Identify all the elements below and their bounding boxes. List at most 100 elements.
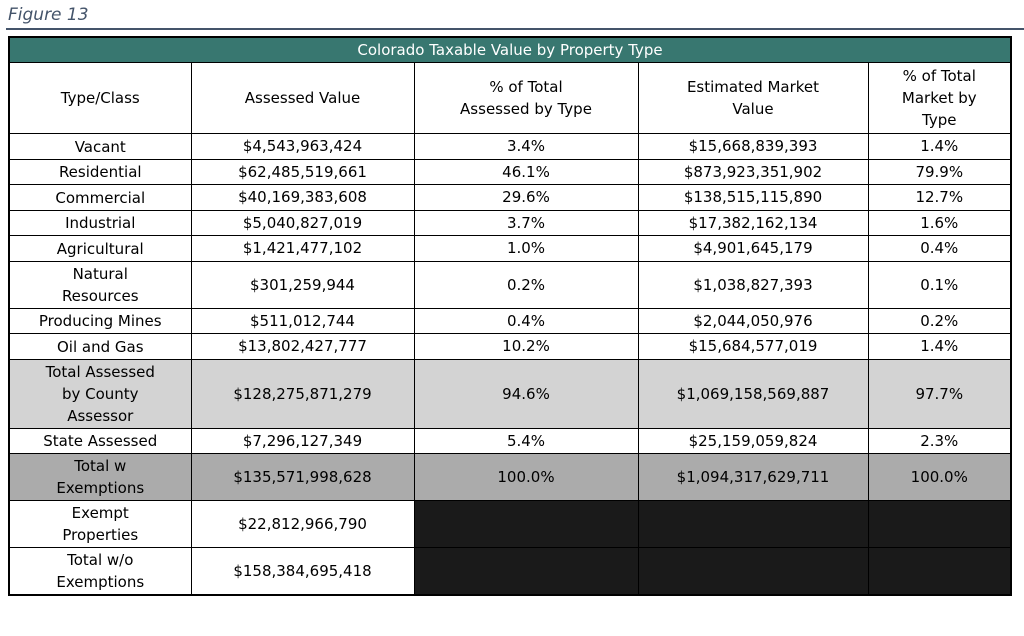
- redacted-cell: [637, 547, 869, 596]
- row-label: Total w Exemptions: [56, 457, 145, 497]
- pct-assessed-cell: 3.7%: [413, 209, 639, 236]
- column-header-assessed-value: Assessed Value: [190, 62, 415, 134]
- row-label: Oil and Gas: [56, 337, 144, 356]
- market-value-cell: $873,923,351,902: [637, 158, 869, 185]
- table-title-row: Colorado Taxable Value by Property Type: [8, 36, 1012, 63]
- pct-assessed-cell: 94.6%: [413, 358, 639, 429]
- pct-assessed-cell: 1.0%: [413, 235, 639, 262]
- redacted-cell: [867, 500, 1012, 548]
- column-header-type-class: Type/Class: [8, 62, 192, 134]
- assessed-value-cell: $13,802,427,777: [190, 333, 415, 360]
- row-label-cell: Natural Resources: [8, 260, 192, 309]
- table-title: Colorado Taxable Value by Property Type: [8, 36, 1012, 63]
- row-label: Residential: [58, 163, 142, 181]
- row-label-cell: Agricultural: [8, 235, 192, 262]
- redacted-cell: [637, 500, 869, 548]
- pct-assessed-cell: 5.4%: [413, 427, 639, 454]
- redacted-cell: [867, 547, 1012, 596]
- row-label-cell: Exempt Properties: [8, 500, 192, 548]
- table-row: Commercial $40,169,383,608 29.6% $138,515,1…: [8, 184, 1012, 211]
- redacted-cell: [413, 500, 639, 548]
- market-value-cell: $25,159,059,824: [637, 427, 869, 454]
- assessed-value-cell: $4,543,963,424: [190, 133, 415, 160]
- pct-market-cell: 1.4%: [867, 133, 1012, 160]
- table-row: Residential $62,485,519,661 46.1% $873,923,…: [8, 158, 1012, 185]
- assessed-value-cell: $7,296,127,349: [190, 427, 415, 454]
- column-header-market-value: Estimated Market Value: [637, 62, 869, 134]
- column-header-pct-market: % of Total Market by Type: [867, 62, 1012, 134]
- market-value-cell: $17,382,162,134: [637, 209, 869, 236]
- assessed-value-cell: $5,040,827,019: [190, 209, 415, 236]
- row-label-cell: Total w Exemptions: [8, 453, 192, 501]
- pct-market-cell: 0.1%: [867, 260, 1012, 309]
- row-label-cell: Residential: [8, 158, 192, 185]
- table-row: Exempt Properties $22,812,966,790: [8, 500, 1012, 548]
- row-label: Exempt Properties: [62, 504, 139, 544]
- assessed-value-cell: $40,169,383,608: [190, 184, 415, 211]
- row-label-cell: State Assessed: [8, 427, 192, 454]
- assessed-value-cell: $62,485,519,661: [190, 158, 415, 185]
- market-value-cell: $1,069,158,569,887: [637, 358, 869, 429]
- row-label: Total w/o Exemptions: [56, 551, 145, 591]
- assessed-value-cell: $511,012,744: [190, 307, 415, 334]
- assessed-value-cell: $301,259,944: [190, 260, 415, 309]
- column-header-label: Assessed Value: [244, 89, 361, 108]
- table-row: Oil and Gas $13,802,427,777 10.2% $15,684,5…: [8, 333, 1012, 360]
- assessed-value-cell: $128,275,871,279: [190, 358, 415, 429]
- pct-market-cell: 2.3%: [867, 427, 1012, 454]
- pct-market-cell: 1.4%: [867, 333, 1012, 360]
- pct-market-cell: 100.0%: [867, 453, 1012, 501]
- table-row: Agricultural $1,421,477,102 1.0% $4,901,645…: [8, 235, 1012, 262]
- market-value-cell: $1,094,317,629,711: [637, 453, 869, 501]
- row-label-cell: Commercial: [8, 184, 192, 211]
- pct-market-cell: 1.6%: [867, 209, 1012, 236]
- assessed-value-cell: $135,571,998,628: [190, 453, 415, 501]
- row-label: Industrial: [65, 214, 136, 232]
- pct-assessed-cell: 46.1%: [413, 158, 639, 185]
- table-body: Vacant $4,543,963,424 3.4% $15,668,839,393 1…: [8, 133, 1012, 596]
- market-value-cell: $15,684,577,019: [637, 333, 869, 360]
- pct-market-cell: 12.7%: [867, 184, 1012, 211]
- assessed-value-cell: $22,812,966,790: [190, 500, 415, 548]
- figure-caption: Figure 13: [6, 5, 1024, 30]
- row-label: Producing Mines: [38, 312, 162, 330]
- pct-market-cell: 79.9%: [867, 158, 1012, 185]
- pct-market-cell: 0.4%: [867, 235, 1012, 262]
- row-label-cell: Total w/o Exemptions: [8, 547, 192, 596]
- redacted-cell: [413, 547, 639, 596]
- row-label-cell: Total Assessed by County Assessor: [8, 358, 192, 429]
- column-header-label: Type/Class: [60, 89, 140, 108]
- pct-assessed-cell: 100.0%: [413, 453, 639, 501]
- table-row: Total w Exemptions $135,571,998,628 100.0%…: [8, 453, 1012, 501]
- pct-assessed-cell: 29.6%: [413, 184, 639, 211]
- row-label: Vacant: [74, 137, 126, 156]
- assessed-value-cell: $158,384,695,418: [190, 547, 415, 596]
- column-header-label: Estimated Market Value: [686, 78, 820, 118]
- pct-assessed-cell: 3.4%: [413, 133, 639, 160]
- market-value-cell: $138,515,115,890: [637, 184, 869, 211]
- pct-assessed-cell: 10.2%: [413, 333, 639, 360]
- market-value-cell: $2,044,050,976: [637, 307, 869, 334]
- row-label-cell: Industrial: [8, 209, 192, 236]
- column-header-label: % of Total Assessed by Type: [460, 78, 592, 118]
- market-value-cell: $15,668,839,393: [637, 133, 869, 160]
- market-value-cell: $4,901,645,179: [637, 235, 869, 262]
- row-label: Natural Resources: [61, 264, 139, 305]
- row-label: State Assessed: [43, 432, 158, 450]
- row-label-cell: Oil and Gas: [8, 333, 192, 360]
- taxable-value-table: Colorado Taxable Value by Property Type …: [8, 36, 1013, 596]
- pct-assessed-cell: 0.4%: [413, 307, 639, 334]
- table-row: Total Assessed by County Assessor $128,27…: [8, 358, 1012, 429]
- market-value-cell: $1,038,827,393: [637, 260, 869, 309]
- column-header-pct-assessed: % of Total Assessed by Type: [413, 62, 639, 134]
- row-label: Commercial: [55, 188, 146, 207]
- row-label-cell: Producing Mines: [8, 307, 192, 334]
- table-row: Natural Resources $301,259,944 0.2% $1,038,…: [8, 260, 1012, 309]
- table-row: Producing Mines $511,012,744 0.4% $2,044,05…: [8, 307, 1012, 334]
- row-label: Total Assessed by County Assessor: [45, 362, 155, 425]
- table-row: Vacant $4,543,963,424 3.4% $15,668,839,393 1…: [8, 133, 1012, 160]
- row-label: Agricultural: [56, 239, 144, 258]
- column-header-label: % of Total Market by Type: [901, 67, 977, 129]
- pct-assessed-cell: 0.2%: [413, 260, 639, 309]
